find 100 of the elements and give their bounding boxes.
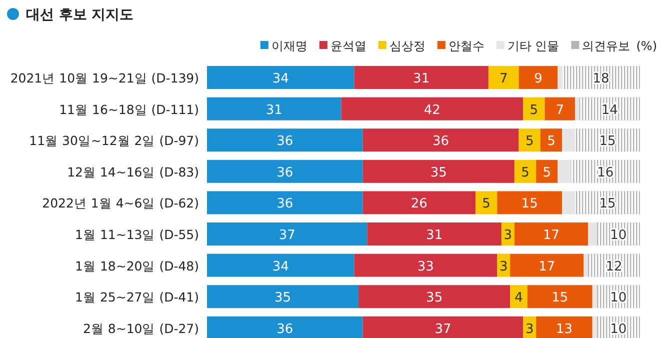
bar bbox=[207, 160, 363, 183]
y-tick-label: 2022년 1월 4~6일 (D-62) bbox=[42, 196, 199, 211]
bar bbox=[562, 128, 576, 152]
bar bbox=[207, 128, 363, 152]
y-tick-label: 12월 14~16일 (D-83) bbox=[67, 164, 199, 180]
data-label: 17 bbox=[538, 259, 556, 274]
data-label: 35 bbox=[426, 290, 443, 306]
data-label: 15 bbox=[599, 196, 616, 212]
bar bbox=[592, 285, 597, 308]
bar bbox=[362, 160, 514, 183]
data-label: 3 bbox=[499, 259, 508, 274]
bar bbox=[475, 191, 498, 214]
data-label: 35 bbox=[430, 165, 447, 180]
bar bbox=[341, 97, 524, 120]
legend-label: 기타 인물 bbox=[507, 39, 560, 53]
bar bbox=[367, 222, 502, 246]
bar bbox=[514, 222, 588, 246]
legend-label: 심상정 bbox=[389, 39, 426, 53]
legend-label: 의견유보 bbox=[582, 39, 630, 53]
data-label: 5 bbox=[547, 134, 556, 150]
data-label: 34 bbox=[272, 259, 289, 274]
data-label: 5 bbox=[521, 165, 530, 180]
bar bbox=[510, 285, 528, 308]
data-label: 13 bbox=[556, 322, 572, 337]
data-label: 31 bbox=[426, 228, 443, 243]
bar bbox=[558, 160, 571, 183]
y-tick-label: 2월 8~10일 (D-27) bbox=[82, 320, 199, 336]
bar bbox=[510, 254, 584, 277]
data-label: 5 bbox=[542, 165, 552, 180]
data-label: 10 bbox=[610, 290, 627, 306]
data-label: 5 bbox=[530, 102, 538, 118]
data-label: 36 bbox=[276, 134, 294, 150]
bar bbox=[358, 285, 510, 308]
data-label: 17 bbox=[542, 228, 560, 243]
legend-label: 이재명 bbox=[271, 39, 308, 53]
data-label: 7 bbox=[556, 102, 564, 118]
bar bbox=[536, 160, 558, 183]
y-tick-label: 2021년 10월 19~21일 (D-139) bbox=[10, 70, 199, 86]
data-label: 35 bbox=[274, 290, 292, 306]
data-label: 3 bbox=[525, 322, 534, 337]
bar bbox=[536, 316, 592, 338]
bar bbox=[584, 254, 588, 277]
bar bbox=[354, 66, 488, 89]
data-label: 26 bbox=[410, 196, 428, 212]
bar bbox=[488, 66, 519, 89]
bar bbox=[362, 128, 519, 152]
bar bbox=[362, 191, 476, 214]
bar bbox=[207, 222, 368, 246]
data-label: 36 bbox=[432, 134, 450, 150]
bar bbox=[540, 128, 562, 152]
y-tick-label: 1월 25~27일 (D-41) bbox=[75, 290, 199, 305]
bar bbox=[514, 160, 536, 183]
bar bbox=[544, 97, 576, 120]
data-label: 5 bbox=[482, 196, 490, 212]
data-label: 4 bbox=[514, 290, 523, 306]
data-label: 10 bbox=[610, 228, 627, 243]
data-label: 15 bbox=[599, 134, 616, 150]
bar bbox=[562, 191, 576, 214]
bar bbox=[207, 285, 359, 308]
data-label: 5 bbox=[525, 134, 534, 150]
data-label: 15 bbox=[552, 290, 568, 306]
data-label: 15 bbox=[521, 196, 538, 212]
data-label: 37 bbox=[434, 322, 452, 337]
bar bbox=[207, 66, 354, 89]
bar bbox=[518, 128, 540, 152]
legend-label: 윤석열 bbox=[330, 39, 366, 53]
bar bbox=[527, 285, 592, 308]
data-label: 3 bbox=[504, 228, 512, 243]
y-tick-label: 1월 18~20일 (D-48) bbox=[75, 258, 199, 274]
bar bbox=[523, 97, 545, 120]
bar bbox=[558, 66, 562, 89]
bar bbox=[588, 222, 597, 246]
data-label: 42 bbox=[424, 102, 440, 118]
bar bbox=[497, 191, 562, 214]
y-tick-label: 1월 11~13일 (D-55) bbox=[75, 227, 199, 242]
data-label: 10 bbox=[610, 322, 627, 337]
data-label: 34 bbox=[272, 72, 289, 86]
data-label: 36 bbox=[276, 322, 294, 337]
data-label: 33 bbox=[417, 259, 434, 274]
legend-label: 안철수 bbox=[448, 39, 484, 53]
data-label: 14 bbox=[601, 102, 618, 118]
bar bbox=[207, 97, 342, 120]
data-label: 31 bbox=[266, 102, 282, 118]
data-label: 16 bbox=[597, 165, 614, 180]
bar bbox=[207, 316, 363, 338]
text: 대선 후보 지지도 bbox=[26, 7, 134, 23]
data-label: 9 bbox=[534, 72, 542, 86]
data-label: 37 bbox=[278, 228, 296, 243]
bar bbox=[575, 97, 580, 120]
data-label: 18 bbox=[592, 72, 610, 86]
bar bbox=[354, 254, 498, 277]
data-label: 12 bbox=[606, 259, 622, 274]
bar bbox=[207, 191, 363, 214]
legend-title: (%) bbox=[636, 39, 657, 53]
bar bbox=[362, 316, 524, 338]
data-label: 31 bbox=[413, 72, 430, 86]
bar bbox=[592, 316, 597, 338]
data-label: 36 bbox=[276, 196, 294, 212]
data-label: 36 bbox=[276, 165, 294, 180]
bar bbox=[518, 66, 558, 89]
